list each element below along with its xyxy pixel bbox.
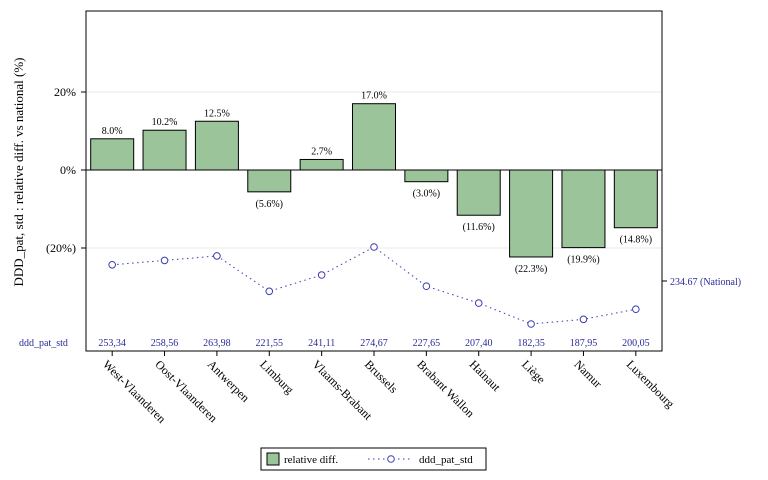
row-value: 274,67 <box>360 338 388 349</box>
bar-labels-layer: 8.0% 10.2% 12.5% (5.6%) 2.7% 17.0% (3.0%) (11.6… <box>102 91 652 275</box>
series-point <box>527 320 535 328</box>
series-point <box>632 305 640 314</box>
y-tick-label: (20%) <box>46 241 76 255</box>
row-value: 207,40 <box>465 338 493 349</box>
bar-data-label: 17.0% <box>361 91 387 102</box>
row-value: 200,05 <box>622 338 650 349</box>
bar <box>561 169 606 249</box>
y-axis: 20% 0% (20%) <box>46 85 86 255</box>
bar-data-label: (22.3%) <box>515 264 548 275</box>
series-point <box>160 256 169 265</box>
bar <box>352 103 396 171</box>
legend-label-bar: relative diff. <box>284 454 338 466</box>
line-series-layer <box>108 243 640 328</box>
bar <box>194 120 239 171</box>
bar <box>247 169 292 193</box>
series-point <box>422 282 431 291</box>
legend: relative diff. ddd_pat_std <box>260 447 487 471</box>
national-label: 234.67 (National) <box>670 277 741 288</box>
bar <box>509 169 554 258</box>
bar-data-label: (3.0%) <box>413 189 441 200</box>
series-point <box>265 287 274 296</box>
series-point <box>474 299 483 307</box>
national-reference: 234.67 (National) <box>662 277 741 288</box>
bar <box>456 169 501 216</box>
y-axis-label: DDD_pat, std : relative diff. vs nationa… <box>11 57 26 286</box>
series-point <box>317 271 326 279</box>
series-point <box>108 260 116 269</box>
row-value: 253,34 <box>98 338 126 349</box>
bar-data-label: 12.5% <box>204 108 230 119</box>
bar-data-label: 10.2% <box>152 117 178 128</box>
bar <box>90 138 135 171</box>
bar-data-label: (14.8%) <box>620 235 653 246</box>
bar <box>142 129 187 171</box>
bar-data-label: (5.6%) <box>256 199 284 210</box>
y-tick-label: 0% <box>60 163 76 177</box>
y-tick-label: 20% <box>54 85 76 99</box>
row-value: 187,95 <box>570 338 598 349</box>
bar <box>404 169 449 183</box>
row-value: 263,98 <box>203 338 231 349</box>
row-label: ddd_pat_std <box>19 338 68 349</box>
bar-data-label: 2.7% <box>311 146 332 157</box>
row-value: 241,11 <box>308 338 335 349</box>
legend-swatch-marker <box>387 455 395 463</box>
bar-data-label: 8.0% <box>102 126 123 137</box>
series-point <box>370 243 378 251</box>
legend-label-line: ddd_pat_std <box>419 454 473 466</box>
row-values-layer: 253,34 258,56 263,98 221,55 241,11 274,67 227,… <box>98 338 649 349</box>
bar <box>299 158 344 171</box>
series-point <box>579 315 588 324</box>
row-value: 227,65 <box>413 338 441 349</box>
bar <box>613 169 658 229</box>
bar-data-label: (19.9%) <box>567 255 600 266</box>
row-value: 258,56 <box>151 338 179 349</box>
bars-layer <box>90 103 658 258</box>
row-value: 182,35 <box>517 338 545 349</box>
legend-swatch-bar <box>266 452 280 466</box>
bar-data-label: (11.6%) <box>463 222 495 233</box>
series-point <box>213 252 221 260</box>
row-value: 221,55 <box>256 338 284 349</box>
